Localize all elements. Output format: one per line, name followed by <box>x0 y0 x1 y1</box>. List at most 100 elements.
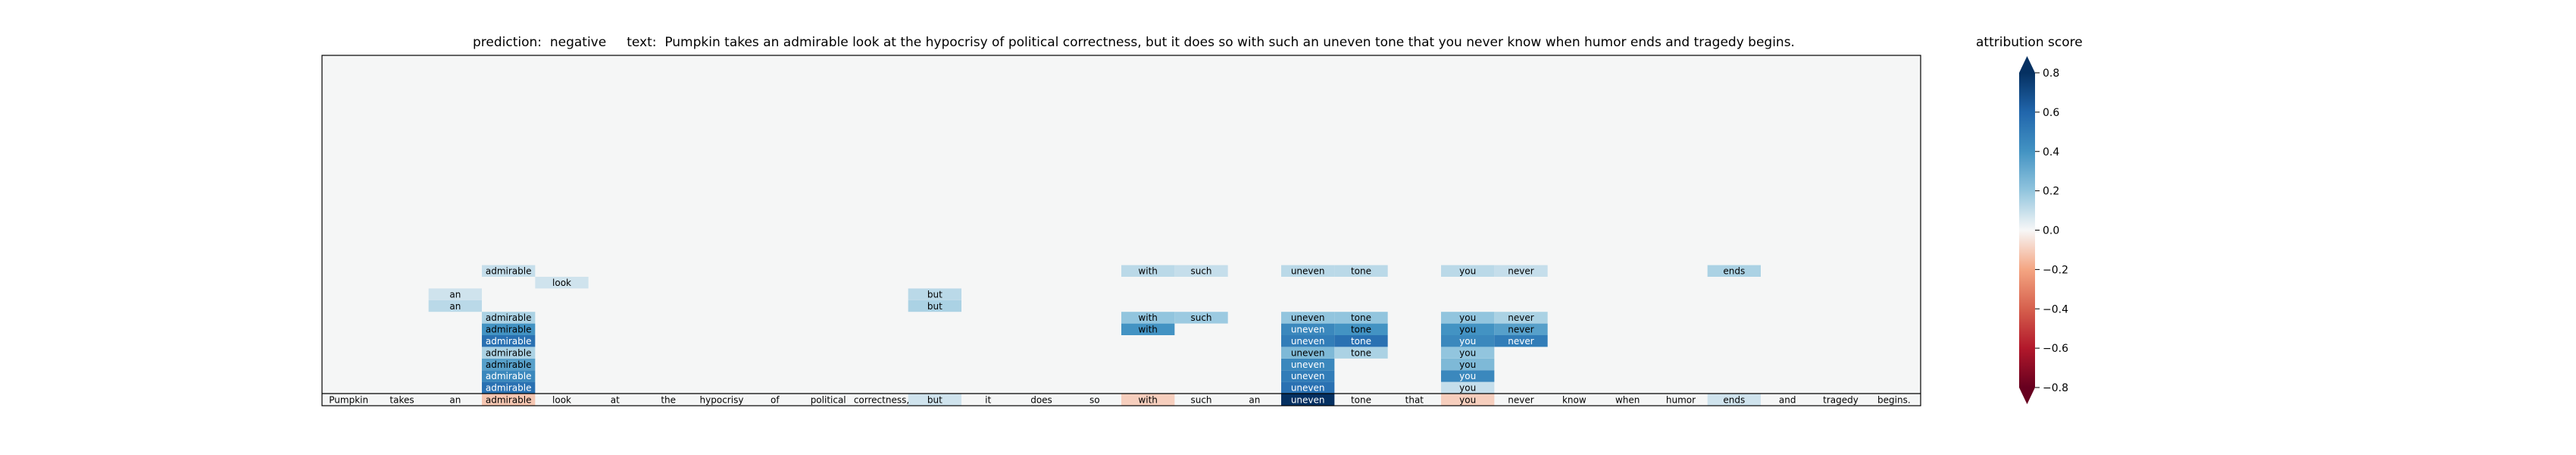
cell-label: never <box>1508 336 1533 347</box>
heatmap-cell <box>1441 358 1495 371</box>
heatmap-cell <box>1494 335 1548 347</box>
cell-label: uneven <box>1291 383 1325 394</box>
colorbar-gradient <box>2019 73 2035 388</box>
colorbar-extend-bottom <box>2019 388 2035 404</box>
token-label: but <box>927 394 943 405</box>
colorbar: 0.8 0.6 0.4 0.2 0.0 −0.2 −0.4 −0.6 −0.8 <box>2019 56 2068 404</box>
colorbar-tick-label: 0.0 <box>2043 225 2059 237</box>
heatmap-cell <box>1281 312 1335 324</box>
cell-label: uneven <box>1291 359 1325 370</box>
token-label: begins. <box>1877 394 1911 405</box>
colorbar-tick-label: −0.2 <box>2043 264 2068 276</box>
heatmap-cell <box>1334 323 1388 335</box>
colorbar-tick-label: 0.8 <box>2043 67 2059 80</box>
heatmap-cell <box>1281 347 1335 359</box>
colorbar-ticks: 0.8 0.6 0.4 0.2 0.0 −0.2 −0.4 −0.6 −0.8 <box>2035 67 2068 394</box>
token-label: hypocrisy <box>700 394 744 405</box>
cell-label: tone <box>1351 312 1371 323</box>
token-label: tragedy <box>1823 394 1859 405</box>
token-label: uneven <box>1291 394 1325 405</box>
cell-label: uneven <box>1291 336 1325 347</box>
heatmap-cell <box>1441 335 1495 347</box>
token-label: never <box>1508 394 1533 405</box>
heatmap-cell <box>908 288 961 300</box>
colorbar-tick-label: −0.8 <box>2043 382 2068 394</box>
cell-label: such <box>1190 266 1211 277</box>
cell-label: admirable <box>486 383 532 394</box>
cell-label: you <box>1459 383 1476 394</box>
cell-label: uneven <box>1291 312 1325 323</box>
token-label: admirable <box>486 394 532 405</box>
heatmap-cell <box>482 312 536 324</box>
heatmap-cell <box>1174 265 1228 277</box>
prediction-value: negative <box>549 35 607 50</box>
colorbar-tick-label: 0.2 <box>2043 186 2059 198</box>
base-cell-18 <box>1281 394 1335 406</box>
cell-label: with <box>1138 312 1157 323</box>
base-cell-21 <box>1441 394 1495 406</box>
cell-label: admirable <box>486 312 532 323</box>
cell-label: you <box>1459 336 1476 347</box>
token-label: takes <box>389 394 414 405</box>
token-label: you <box>1459 394 1476 405</box>
heatmap-cell <box>1121 323 1175 335</box>
heatmap-cell <box>1281 335 1335 347</box>
cell-label: you <box>1459 266 1476 277</box>
cell-label: such <box>1190 312 1211 323</box>
cell-label: never <box>1508 266 1533 277</box>
colorbar-tick-label: 0.6 <box>2043 107 2059 119</box>
token-label: at <box>611 394 620 405</box>
token-label: humor <box>1666 394 1696 405</box>
cell-label: you <box>1459 325 1476 335</box>
cell-label: tone <box>1351 347 1371 358</box>
heatmap-cell <box>1494 312 1548 324</box>
cell-label: you <box>1459 347 1476 358</box>
colorbar-title: attribution score <box>1976 35 2083 50</box>
cell-label: but <box>927 289 943 300</box>
token-label: an <box>1249 394 1260 405</box>
cell-label: an <box>449 289 461 300</box>
heatmap-cell <box>1281 370 1335 382</box>
heatmap-cells: admirable uneven you admirable uneven you admi… <box>428 265 1761 406</box>
cell-label: admirable <box>486 347 532 358</box>
token-label: political <box>811 394 846 405</box>
heatmap-cell <box>1121 312 1175 324</box>
cell-label: you <box>1459 371 1476 381</box>
heatmap-cell <box>482 358 536 371</box>
cell-label: but <box>927 301 943 312</box>
plot-area-background <box>322 55 1921 406</box>
heatmap-cell <box>1334 347 1388 359</box>
token-label: and <box>1779 394 1796 405</box>
colorbar-extend-top <box>2019 56 2035 73</box>
text-label: text: <box>627 35 657 50</box>
token-label: of <box>771 394 780 405</box>
cell-label: with <box>1138 266 1157 277</box>
token-label: it <box>985 394 991 405</box>
heatmap-cell <box>1441 370 1495 382</box>
heatmap-cell <box>1334 265 1388 277</box>
heatmap-cell <box>1121 265 1175 277</box>
token-label: tone <box>1351 394 1371 405</box>
heatmap-cell <box>1281 265 1335 277</box>
heatmap-cell <box>1281 358 1335 371</box>
cell-label: look <box>552 278 571 288</box>
heatmap-cell <box>482 323 536 335</box>
token-label: so <box>1089 394 1100 405</box>
token-label: does <box>1030 394 1052 405</box>
heatmap-cell <box>1441 265 1495 277</box>
token-label: look <box>552 394 571 405</box>
heatmap-cell <box>1494 265 1548 277</box>
cell-label: uneven <box>1291 266 1325 277</box>
cell-label: an <box>449 301 461 312</box>
cell-label: uneven <box>1291 347 1325 358</box>
prediction-label: prediction: <box>473 35 542 50</box>
cell-label: tone <box>1351 336 1371 347</box>
cell-label: uneven <box>1291 325 1325 335</box>
base-cell-15 <box>1121 394 1175 406</box>
token-label: the <box>661 394 676 405</box>
cell-label: tone <box>1351 325 1371 335</box>
heatmap-cell <box>1441 381 1495 394</box>
heatmap-cell <box>1441 312 1495 324</box>
figure-title: prediction: negative text: Pumpkin takes… <box>473 35 1795 50</box>
